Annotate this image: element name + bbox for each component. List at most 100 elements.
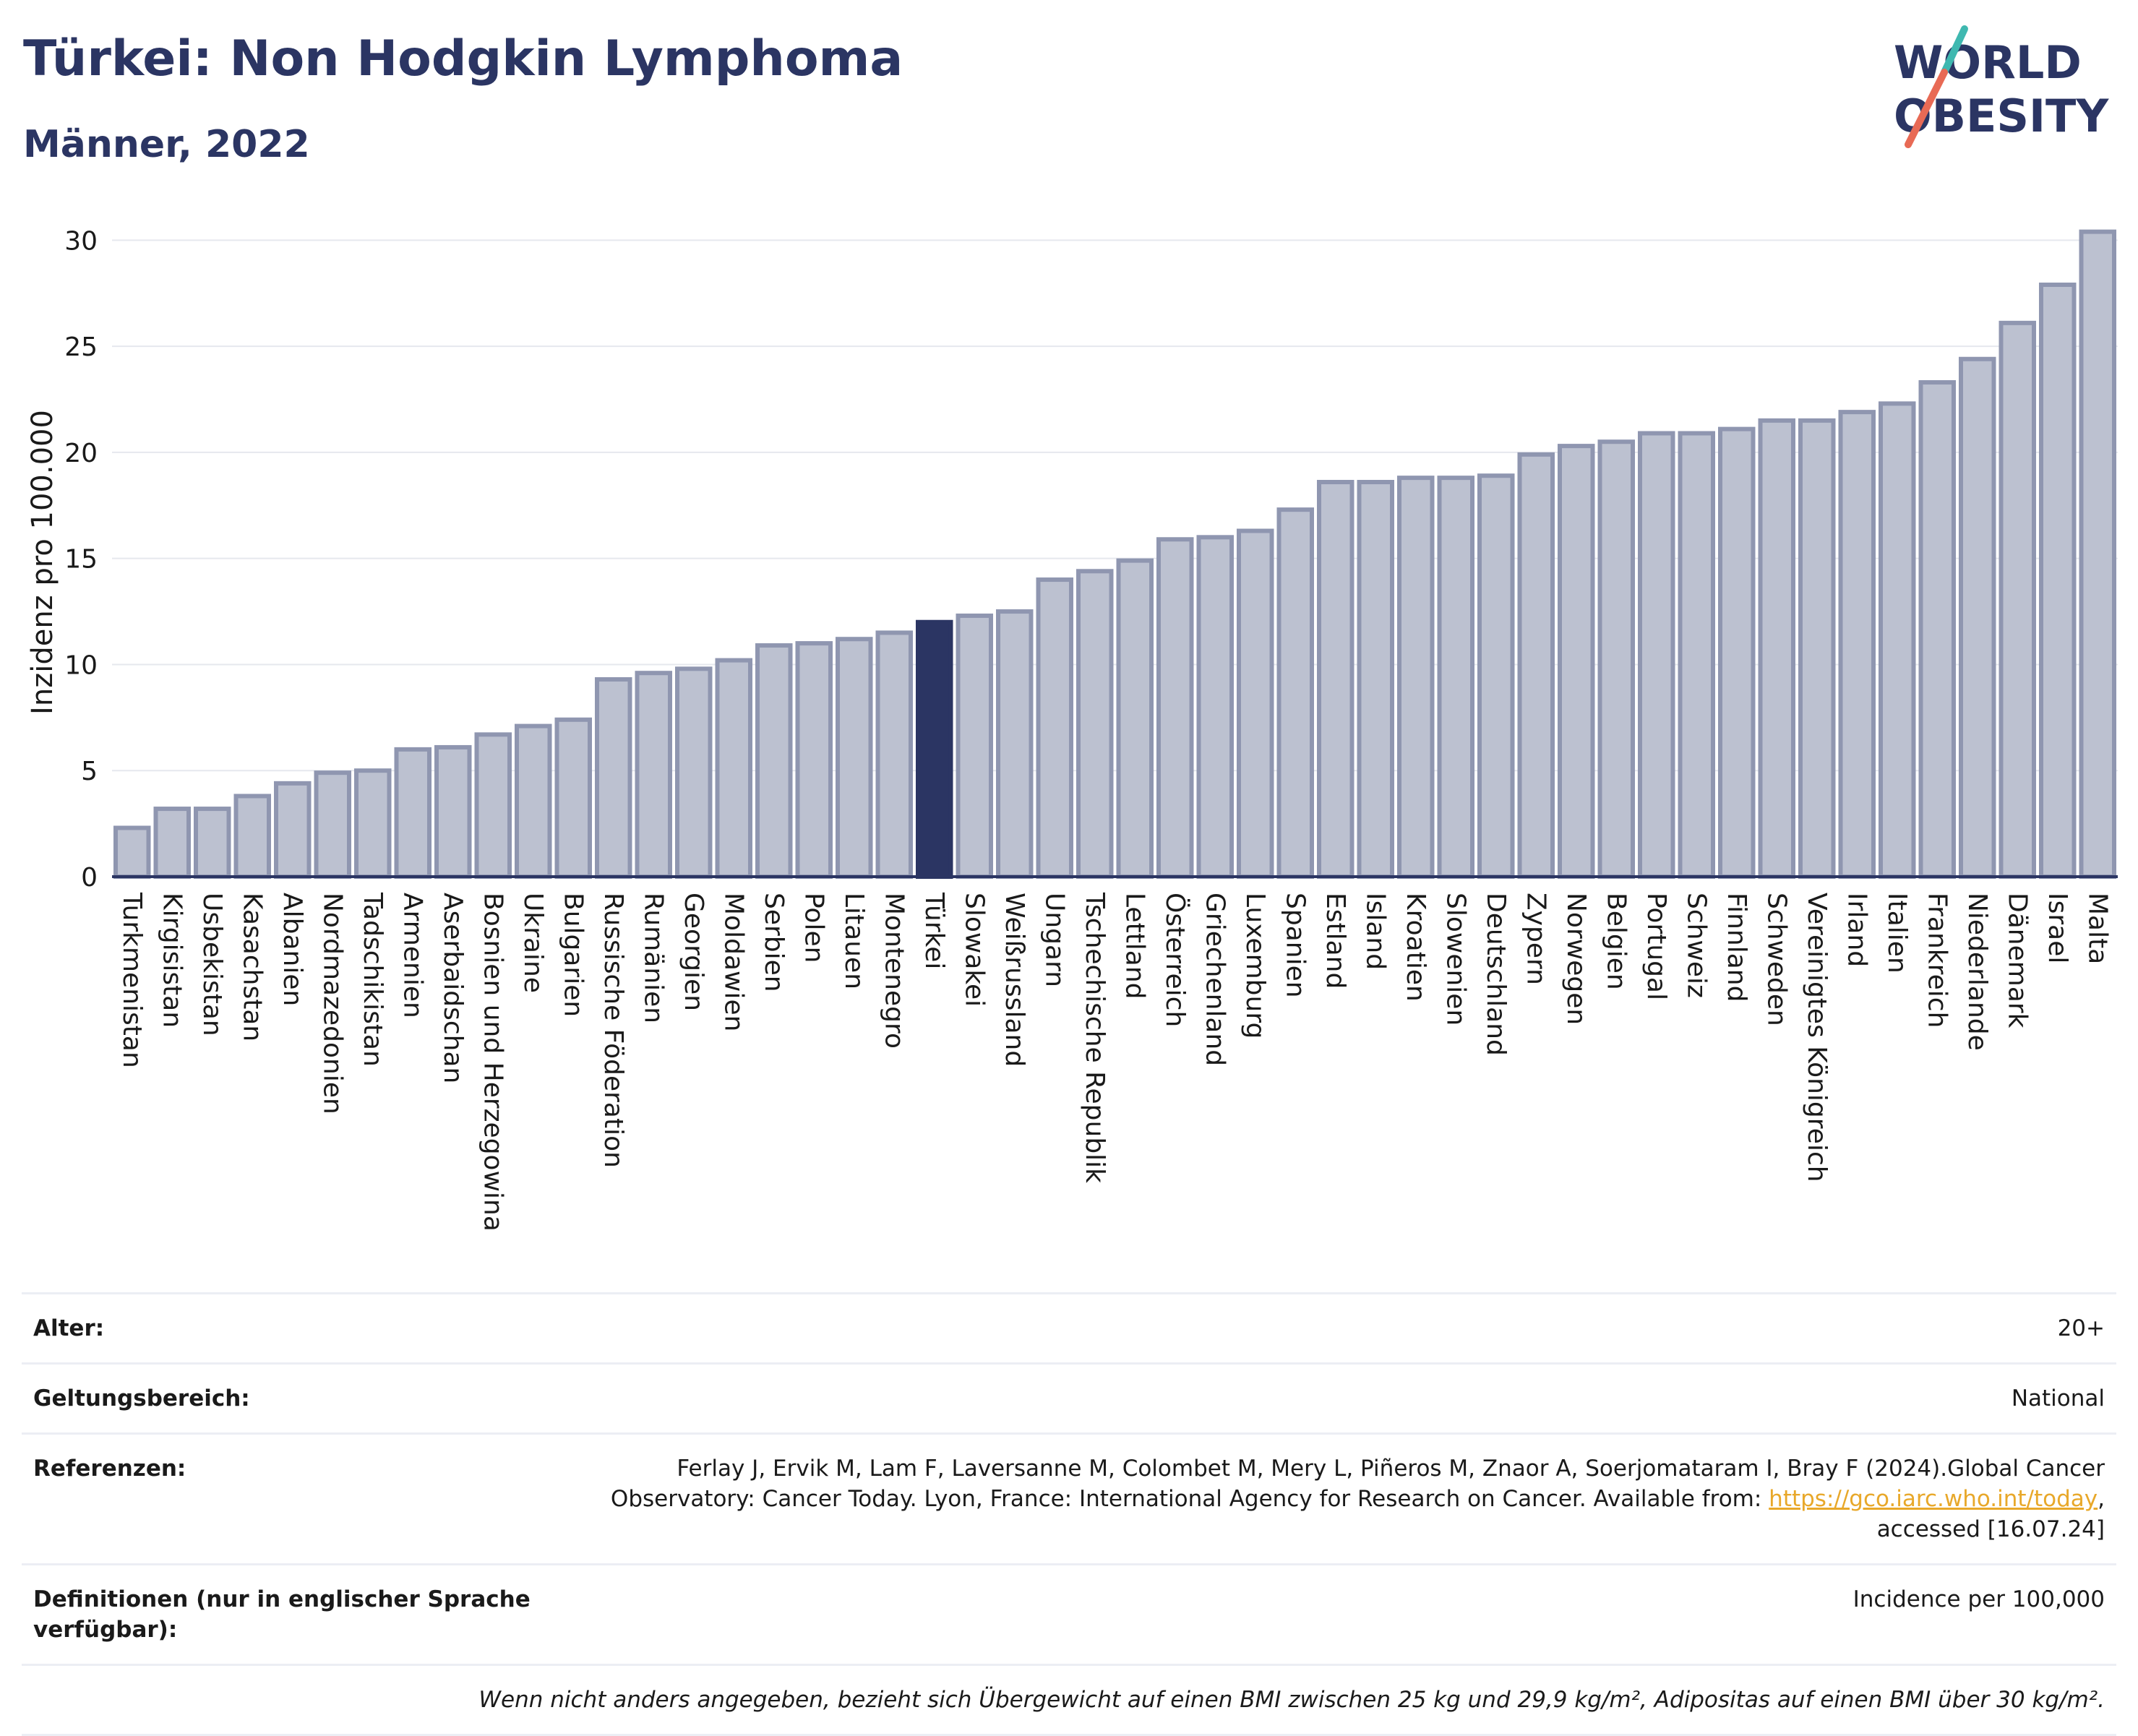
bar xyxy=(2038,283,2077,879)
scope-value: National xyxy=(2011,1385,2105,1411)
x-tick-label: Albanien xyxy=(278,893,307,1006)
x-tick-label: Finnland xyxy=(1722,893,1751,1002)
bar xyxy=(875,630,914,880)
y-tick-label: 30 xyxy=(64,226,98,256)
x-tick-label: Estland xyxy=(1321,893,1350,989)
x-tick-label: Niederlande xyxy=(1962,893,1992,1051)
bar xyxy=(1116,558,1154,879)
x-tick-label: Deutschland xyxy=(1481,893,1511,1056)
bar-chart: 0 5 10 15 20 25 30 Inzidenz pro 100.000 Turkmeni… xyxy=(26,226,2118,1232)
bar xyxy=(956,613,994,879)
bar xyxy=(1798,418,1836,879)
x-tick-label: Türkei xyxy=(919,892,949,969)
x-tick-label: Island xyxy=(1360,893,1390,970)
bar xyxy=(1838,410,1876,879)
x-tick-label: Kirgisistan xyxy=(157,893,186,1028)
scope-label: Geltungsbereich: xyxy=(33,1385,250,1411)
info-row-references: Referenzen: Ferlay J, Ervik M, Lam F, La… xyxy=(22,1432,2116,1563)
bar xyxy=(1758,418,1796,879)
x-tick-label: Vereinigtes Königreich xyxy=(1802,893,1832,1182)
info-row-scope: Geltungsbereich: National xyxy=(22,1362,2116,1432)
y-tick-label: 5 xyxy=(81,757,98,786)
info-table: Alter: 20+ Geltungsbereich: National Ref… xyxy=(22,1292,2116,1736)
bar xyxy=(1958,356,1996,879)
page-subtitle: Männer, 2022 xyxy=(23,123,310,166)
world-obesity-logo: WORLD OBESITY xyxy=(1894,25,2109,148)
x-tick-label: Montenegro xyxy=(879,893,909,1049)
references-value: Ferlay J, Ervik M, Lam F, Laversanne M, … xyxy=(583,1453,2105,1544)
x-tick-label: Schweden xyxy=(1761,893,1791,1026)
bar xyxy=(193,807,231,880)
x-tick-label: Kasachstan xyxy=(237,893,267,1041)
x-tick-label: Nordmazedonien xyxy=(317,893,347,1114)
bar xyxy=(1878,401,1916,879)
info-row-age: Alter: 20+ xyxy=(22,1292,2116,1362)
bar xyxy=(1918,380,1957,879)
definitions-label: Definitionen (nur in englischer Sprache … xyxy=(33,1584,583,1645)
bar xyxy=(434,744,472,879)
x-tick-label: Belgien xyxy=(1601,893,1631,990)
bar xyxy=(1316,480,1355,879)
x-tick-label: Luxemburg xyxy=(1240,893,1270,1039)
bar xyxy=(594,677,632,879)
x-tick-label: Moldawien xyxy=(718,893,748,1031)
bar xyxy=(1396,476,1435,879)
x-tick-label: Litauen xyxy=(839,893,869,989)
x-tick-label: Tschechische Republik xyxy=(1080,892,1109,1183)
x-tick-label: Bulgarien xyxy=(558,893,588,1017)
x-tick-label: Kroatien xyxy=(1401,893,1430,1002)
x-tick-label: Dänemark xyxy=(2002,893,2032,1028)
x-tick-label: Frankreich xyxy=(1922,893,1952,1028)
bar xyxy=(635,671,673,879)
definitions-label-1: Definitionen (nur in englischer Sprache xyxy=(33,1586,531,1612)
x-tick-label: Bosnien und Herzegowina xyxy=(478,893,507,1232)
x-tick-label: Serbien xyxy=(759,893,789,992)
x-tick-label: Slowakei xyxy=(959,893,989,1007)
bar xyxy=(2079,229,2117,879)
bar xyxy=(1156,537,1194,879)
y-tick-label: 0 xyxy=(81,863,98,893)
bar xyxy=(1597,439,1636,879)
reference-link[interactable]: https://gco.iarc.who.int/today xyxy=(1769,1486,2098,1512)
bar xyxy=(113,825,151,880)
bar xyxy=(1437,476,1475,879)
logo-line-1: WORLD xyxy=(1894,36,2082,89)
x-tick-label: Norwegen xyxy=(1561,893,1591,1025)
bar xyxy=(835,637,873,880)
bar xyxy=(755,643,793,880)
bar xyxy=(1637,431,1675,879)
x-tick-label: Turkmenistan xyxy=(117,892,147,1068)
y-tick-label: 25 xyxy=(64,332,98,362)
x-tick-label: Schweiz xyxy=(1681,893,1711,998)
age-label: Alter: xyxy=(33,1315,105,1341)
bar xyxy=(1076,569,1114,880)
bar xyxy=(795,641,833,880)
x-tick-label: Malta xyxy=(2082,893,2112,964)
bar xyxy=(1036,577,1074,880)
bar xyxy=(1557,444,1595,879)
bar xyxy=(1517,452,1555,879)
info-row-definitions: Definitionen (nur in englischer Sprache … xyxy=(22,1563,2116,1664)
x-tick-label: Zypern xyxy=(1521,893,1550,985)
x-tick-label: Russische Föderation xyxy=(598,893,628,1168)
bar xyxy=(1477,473,1515,879)
references-label: Referenzen: xyxy=(33,1456,186,1482)
bar xyxy=(915,619,953,879)
bar xyxy=(1196,535,1235,879)
x-tick-label: Österreich xyxy=(1160,893,1190,1027)
x-tick-label: Irland xyxy=(1842,893,1871,967)
y-tick-label: 20 xyxy=(64,439,98,468)
bar xyxy=(995,609,1034,879)
x-tick-label: Armenien xyxy=(398,893,427,1018)
definitions-value: Incidence per 100,000 xyxy=(1852,1586,2105,1612)
bar xyxy=(1357,480,1395,879)
reference-text-2: Observatory: Cancer Today. Lyon, France:… xyxy=(610,1486,1769,1512)
x-tick-label: Griechenland xyxy=(1200,893,1229,1066)
bar xyxy=(715,658,753,879)
reference-text-1: Ferlay J, Ervik M, Lam F, Laversanne M, … xyxy=(677,1456,2105,1482)
bar xyxy=(1717,426,1756,879)
bar xyxy=(474,732,512,879)
bmi-note: Wenn nicht anders angegeben, bezieht sic… xyxy=(478,1687,2105,1713)
bar xyxy=(353,768,392,880)
y-tick-label: 15 xyxy=(64,545,98,575)
